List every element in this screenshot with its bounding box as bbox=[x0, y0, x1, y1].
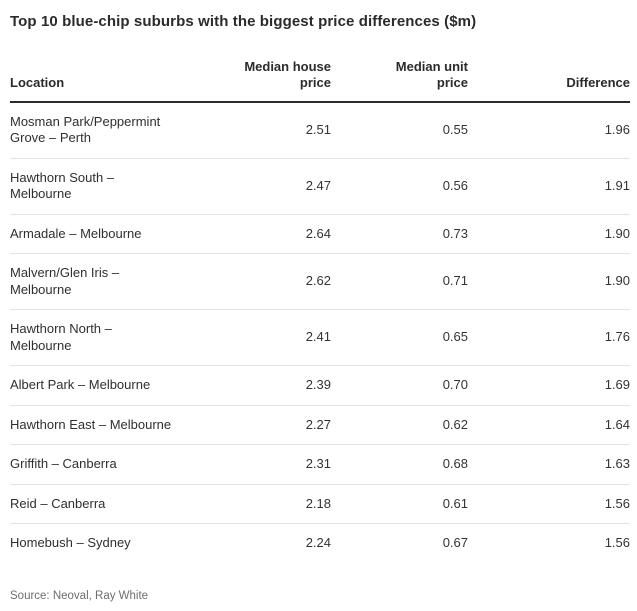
house-price-cell: 2.31 bbox=[220, 444, 331, 484]
unit-price-cell: 0.71 bbox=[331, 253, 468, 310]
difference-cell: 1.63 bbox=[468, 444, 630, 484]
price-difference-table: Location Median house price Median unit … bbox=[10, 59, 630, 563]
house-price-cell: 2.39 bbox=[220, 365, 331, 405]
location-cell: Griffith – Canberra bbox=[10, 444, 220, 484]
table-row: Armadale – Melbourne 2.64 0.73 1.90 bbox=[10, 213, 630, 254]
difference-cell: 1.64 bbox=[468, 404, 630, 445]
house-price-cell: 2.47 bbox=[220, 157, 331, 214]
location-cell: Mosman Park/Peppermint Grove – Perth bbox=[10, 113, 161, 146]
difference-cell: 1.56 bbox=[468, 483, 630, 524]
difference-cell: 1.96 bbox=[604, 121, 630, 137]
source-note: Source: Neoval, Ray White bbox=[10, 589, 149, 602]
house-price-cell: 2.27 bbox=[220, 404, 331, 445]
table-row: Reid – Canberra 2.18 0.61 1.56 bbox=[10, 483, 630, 524]
location-cell: Hawthorn South – Melbourne bbox=[10, 157, 220, 214]
table-row: Griffith – Canberra 2.31 0.68 1.63 bbox=[10, 444, 630, 484]
table-row: Malvern/Glen Iris – Melbourne 2.62 0.71 … bbox=[10, 253, 630, 310]
location-cell: Homebush – Sydney bbox=[10, 523, 220, 563]
difference-cell: 1.90 bbox=[468, 213, 630, 254]
table-row: Hawthorn South – Melbourne 2.47 0.56 1.9… bbox=[10, 157, 630, 214]
column-header-unit-price: Median unit price bbox=[331, 59, 468, 103]
difference-cell: 1.90 bbox=[468, 253, 630, 310]
difference-cell: 1.69 bbox=[468, 365, 630, 405]
unit-price-cell: 0.67 bbox=[331, 523, 468, 563]
table-header: Location Median house price Median unit … bbox=[10, 59, 630, 103]
location-cell: Hawthorn East – Melbourne bbox=[10, 404, 220, 445]
location-cell: Reid – Canberra bbox=[10, 483, 220, 524]
column-header-house-price: Median house price bbox=[220, 59, 331, 103]
unit-price-cell: 0.73 bbox=[331, 213, 468, 254]
difference-cell: 1.76 bbox=[468, 309, 630, 366]
location-cell: Armadale – Melbourne bbox=[10, 213, 220, 254]
column-header-location: Location bbox=[10, 59, 220, 103]
unit-price-cell: 0.70 bbox=[331, 365, 468, 405]
unit-price-cell: 0.62 bbox=[331, 404, 468, 445]
column-header-difference: Difference bbox=[468, 59, 630, 103]
unit-price-cell: 0.65 bbox=[331, 309, 468, 366]
table-row: Hawthorn East – Melbourne 2.27 0.62 1.64 bbox=[10, 404, 630, 445]
house-price-cell: 2.62 bbox=[220, 253, 331, 310]
unit-price-cell: 0.55 bbox=[442, 121, 468, 137]
unit-price-cell: 0.56 bbox=[331, 157, 468, 214]
difference-cell: 1.91 bbox=[468, 157, 630, 214]
difference-cell: 1.56 bbox=[468, 523, 630, 563]
table-row: Homebush – Sydney 2.24 0.67 1.56 bbox=[10, 523, 630, 563]
location-cell: Malvern/Glen Iris – Melbourne bbox=[10, 253, 220, 310]
house-price-cell: 2.64 bbox=[220, 213, 331, 254]
table-row: Mosman Park/Peppermint Grove – Perth 2.5… bbox=[10, 102, 630, 159]
location-cell: Hawthorn North – Melbourne bbox=[10, 309, 220, 366]
unit-price-cell: 0.68 bbox=[331, 444, 468, 484]
header-row: Location Median house price Median unit … bbox=[10, 59, 630, 103]
table-row: Albert Park – Melbourne 2.39 0.70 1.69 bbox=[10, 365, 630, 405]
house-price-cell: 2.24 bbox=[220, 523, 331, 563]
house-price-cell: 2.41 bbox=[220, 309, 331, 366]
chart-title: Top 10 blue-chip suburbs with the bigges… bbox=[10, 13, 477, 30]
table-row: Hawthorn North – Melbourne 2.41 0.65 1.7… bbox=[10, 309, 630, 366]
house-price-cell: 2.51 bbox=[305, 121, 331, 137]
table-body: Mosman Park/Peppermint Grove – Perth 2.5… bbox=[10, 102, 630, 563]
unit-price-cell: 0.61 bbox=[331, 483, 468, 524]
location-cell: Albert Park – Melbourne bbox=[10, 365, 220, 405]
house-price-cell: 2.18 bbox=[220, 483, 331, 524]
